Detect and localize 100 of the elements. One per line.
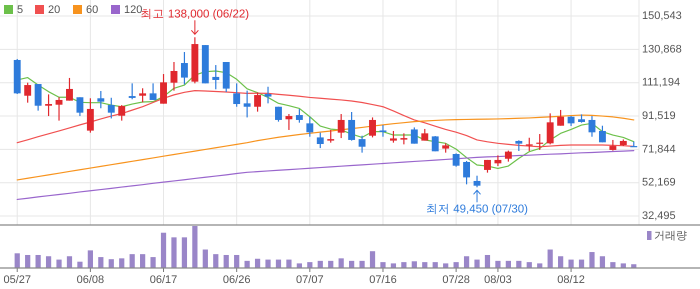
bar: [25, 254, 30, 268]
candlestick: [296, 108, 303, 124]
bar: [589, 252, 595, 268]
bar: [307, 262, 312, 268]
candlestick: [515, 140, 522, 152]
y-tick-label: 91,519: [642, 110, 676, 122]
candlestick: [546, 112, 554, 145]
bar: [600, 256, 606, 268]
bar: [77, 262, 83, 268]
bar: [192, 226, 198, 268]
x-tick-label: 06/08: [76, 274, 104, 286]
bar: [36, 254, 41, 268]
bar: [537, 263, 542, 268]
bar: [66, 256, 72, 268]
candlestick: [338, 113, 345, 139]
candlestick: [97, 90, 104, 109]
annotation: 최저 49,450 (07/30): [426, 203, 528, 216]
bar: [202, 250, 208, 268]
bar: [130, 254, 135, 268]
bar: [422, 262, 428, 268]
legend-label: 5: [17, 4, 24, 16]
candlestick: [212, 64, 220, 90]
candlestick: [76, 96, 84, 117]
candlestick: [358, 135, 366, 154]
x-tick-label: 07/07: [296, 274, 324, 286]
candlestick: [598, 125, 606, 143]
bar: [234, 254, 240, 268]
bar: [516, 260, 522, 268]
candlestick: [316, 132, 324, 149]
bar: [620, 263, 626, 268]
candlestick: [400, 132, 408, 145]
bar: [631, 264, 636, 268]
candlestick: [285, 113, 292, 131]
candlestick: [150, 82, 157, 101]
bar: [328, 260, 334, 268]
candlestick: [588, 115, 596, 138]
bar: [474, 260, 480, 268]
bar: [46, 256, 52, 268]
candlestick: [254, 92, 262, 112]
candlestick: [233, 82, 240, 108]
legend-label: 120: [124, 4, 142, 16]
bar: [443, 263, 448, 268]
candlestick: [348, 111, 356, 142]
bar: [464, 256, 470, 268]
bar: [108, 259, 114, 268]
candlestick: [432, 135, 439, 152]
y-tick-label: 150,543: [642, 10, 682, 22]
candlestick: [504, 150, 512, 162]
x-tick-label: 07/28: [442, 274, 470, 286]
x-tick-label: 05/27: [3, 274, 31, 286]
candlestick: [244, 90, 251, 118]
candlestick: [380, 124, 386, 138]
x-tick-label: 08/12: [557, 274, 585, 286]
candlestick: [264, 86, 272, 104]
candlestick: [118, 104, 126, 122]
candlestick: [66, 77, 73, 102]
bar: [140, 254, 146, 268]
legend-label: 60: [86, 4, 98, 16]
candlestick: [170, 61, 178, 92]
legend-label: 20: [48, 4, 60, 16]
candlestick: [494, 154, 502, 167]
bar: [265, 260, 271, 268]
bar: [160, 232, 166, 268]
candlestick: [86, 98, 94, 134]
candlestick: [306, 116, 314, 138]
candlestick: [484, 159, 491, 174]
candlestick: [160, 73, 167, 104]
candlestick: [275, 106, 282, 122]
x-tick-label: 06/26: [222, 274, 250, 286]
candlestick: [410, 126, 418, 144]
bar: [150, 257, 156, 268]
bar: [213, 254, 218, 268]
candlestick: [609, 139, 616, 152]
candlestick: [180, 51, 188, 85]
candlestick: [536, 133, 544, 151]
bar: [119, 258, 124, 268]
y-tick-label: 111,194: [642, 76, 680, 89]
candlestick: [452, 152, 460, 168]
bar: [558, 256, 564, 268]
bar: [484, 254, 490, 268]
bar: [14, 253, 20, 268]
candlestick: [56, 96, 62, 122]
legend-label: 거래량: [654, 230, 687, 242]
x-tick-label: 07/16: [369, 274, 397, 286]
bar: [88, 250, 93, 268]
candlestick: [24, 82, 32, 104]
bar: [568, 260, 574, 268]
candlestick: [128, 82, 136, 100]
bar: [526, 262, 532, 268]
candlestick: [442, 142, 450, 154]
y-tick-label: 52,169: [642, 176, 676, 189]
line-series: [16, 114, 634, 181]
bar: [56, 260, 62, 268]
candlestick: [474, 175, 480, 188]
candlestick: [327, 129, 334, 144]
candlestick: [568, 115, 575, 127]
candlestick: [463, 160, 470, 185]
annotation: 최고 138,000 (06/22): [140, 8, 250, 20]
bar: [276, 260, 282, 268]
y-tick-label: 130,868: [642, 43, 682, 56]
